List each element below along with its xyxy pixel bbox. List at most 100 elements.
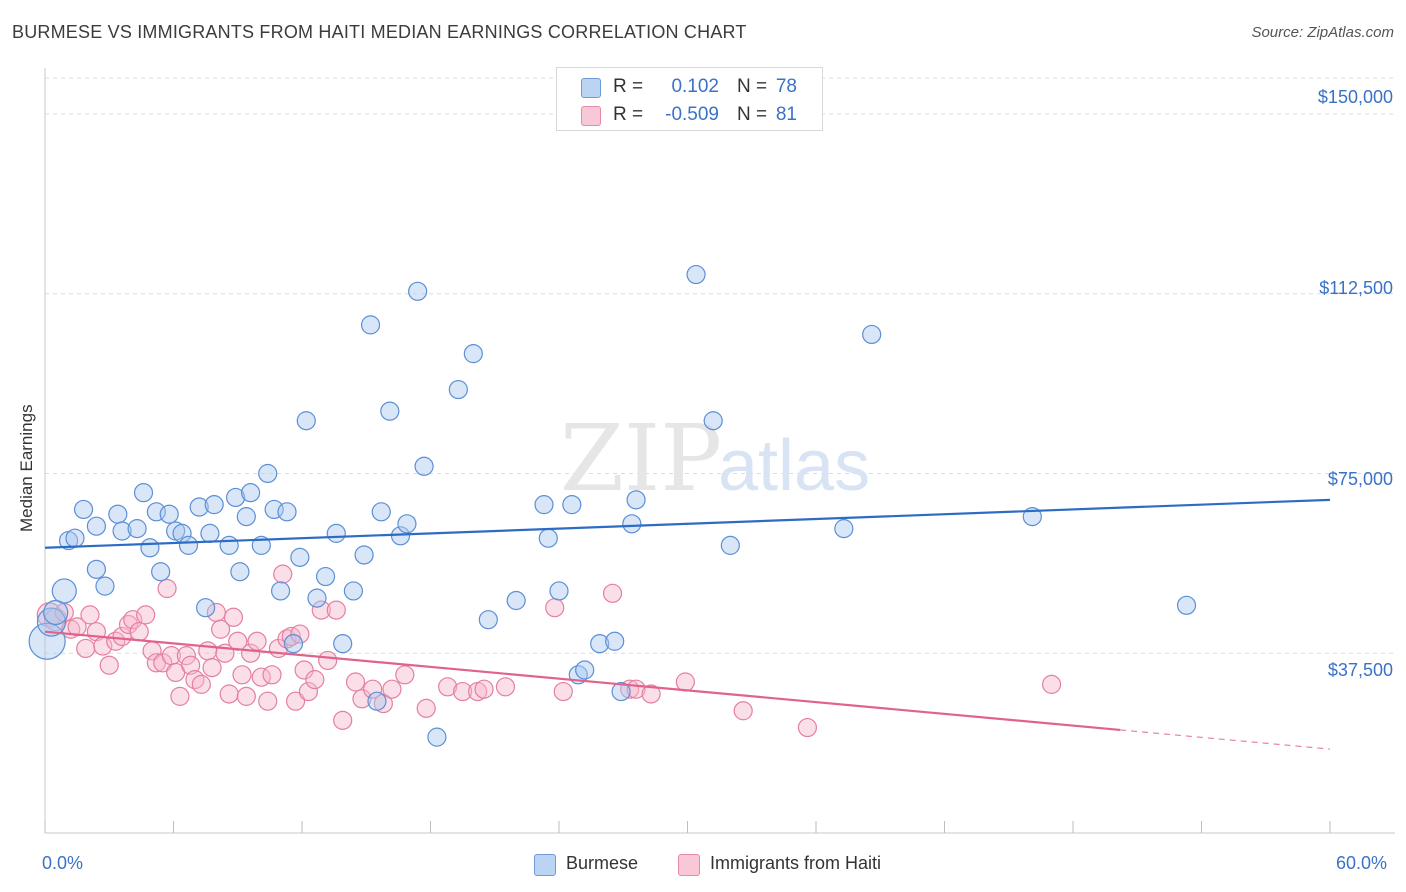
point-haiti-9 xyxy=(99,655,119,675)
point-haiti-35 xyxy=(232,665,252,685)
point-burmese-57 xyxy=(534,495,554,515)
point-burmese-53 xyxy=(448,379,468,400)
point-burmese-36 xyxy=(290,547,310,567)
point-burmese-54 xyxy=(463,344,483,364)
chart-source: Source: ZipAtlas.com xyxy=(1251,24,1394,41)
x-tick-label-max: 60.0% xyxy=(1336,853,1388,873)
legend-stats-row-burmese: R = 0.102 N = 78 xyxy=(557,72,822,102)
point-burmese-23 xyxy=(200,523,220,543)
point-burmese-56 xyxy=(506,590,526,611)
legend-n-label: N = xyxy=(737,76,768,97)
point-haiti-49 xyxy=(298,681,319,702)
point-haiti-26 xyxy=(191,674,211,694)
point-haiti-19 xyxy=(157,578,177,599)
point-burmese-17 xyxy=(159,504,179,524)
point-burmese-13 xyxy=(133,483,154,503)
legend-stats-row-haiti: R = -0.509 N = 81 xyxy=(557,100,822,130)
point-haiti-4 xyxy=(67,617,87,637)
point-haiti-65 xyxy=(474,679,494,699)
x-tick-label-min: 0.0% xyxy=(42,853,84,873)
point-haiti-14 xyxy=(129,622,149,642)
point-haiti-73 xyxy=(675,672,695,692)
point-haiti-41 xyxy=(262,665,282,685)
point-haiti-33 xyxy=(223,607,244,627)
point-haiti-32 xyxy=(219,684,239,704)
point-haiti-37 xyxy=(241,643,261,663)
point-haiti-51 xyxy=(311,600,331,620)
point-burmese-44 xyxy=(360,315,381,335)
point-haiti-48 xyxy=(294,660,314,680)
point-haiti-23 xyxy=(176,646,196,666)
point-burmese-67 xyxy=(626,490,646,510)
legend-n-label: N = xyxy=(737,104,768,125)
point-burmese-24 xyxy=(204,495,224,515)
point-burmese-20 xyxy=(178,535,199,555)
point-burmese-46 xyxy=(371,502,391,522)
legend-n-value: 78 xyxy=(775,76,797,97)
point-haiti-6 xyxy=(80,605,100,625)
point-haiti-52 xyxy=(318,650,338,671)
point-burmese-52 xyxy=(427,727,447,747)
legend-n-value: 81 xyxy=(775,104,797,125)
point-burmese-14 xyxy=(140,538,160,558)
point-burmese-58 xyxy=(538,528,558,548)
point-burmese-22 xyxy=(196,598,216,618)
point-burmese-55 xyxy=(478,610,498,630)
point-burmese-9 xyxy=(95,576,115,596)
point-haiti-67 xyxy=(545,598,565,618)
point-burmese-33 xyxy=(270,581,291,601)
point-burmese-68 xyxy=(686,264,706,285)
series-burmese-points xyxy=(28,264,1197,747)
point-burmese-59 xyxy=(549,581,569,601)
point-burmese-12 xyxy=(127,519,147,539)
point-burmese-29 xyxy=(241,483,261,503)
point-burmese-70 xyxy=(720,535,740,555)
point-burmese-34 xyxy=(277,502,297,522)
point-haiti-59 xyxy=(382,679,402,699)
point-burmese-41 xyxy=(333,634,353,654)
trend-line-burmese xyxy=(44,498,1331,549)
point-haiti-38 xyxy=(247,631,267,651)
point-haiti-62 xyxy=(438,677,458,697)
point-burmese-10 xyxy=(108,504,128,524)
legend-r-label: R = xyxy=(613,104,644,125)
point-burmese-63 xyxy=(590,634,610,654)
point-burmese-43 xyxy=(354,545,374,565)
axis-layer xyxy=(44,68,1395,834)
legend-r-value: 0.102 xyxy=(671,76,719,97)
point-burmese-74 xyxy=(1176,595,1197,615)
point-haiti-5 xyxy=(76,638,96,659)
point-haiti-30 xyxy=(211,619,231,639)
point-burmese-71 xyxy=(834,519,854,539)
point-burmese-37 xyxy=(296,411,316,431)
watermark-atlas: atlas xyxy=(718,426,870,506)
point-haiti-61 xyxy=(416,698,436,718)
point-haiti-75 xyxy=(797,717,818,738)
trend-lines xyxy=(44,498,1331,750)
watermark: ZIP atlas xyxy=(560,405,870,512)
point-burmese-50 xyxy=(408,281,428,301)
point-haiti-47 xyxy=(290,624,310,644)
legend-swatch-haiti xyxy=(581,106,601,126)
point-burmese-42 xyxy=(343,581,363,601)
point-burmese-5 xyxy=(65,528,85,548)
point-burmese-3 xyxy=(51,578,77,604)
point-burmese-69 xyxy=(703,411,723,431)
legend-swatch-haiti xyxy=(678,854,700,876)
y-axis-title: Median Earnings xyxy=(17,404,36,532)
point-haiti-50 xyxy=(305,670,325,690)
point-haiti-76 xyxy=(1041,674,1062,694)
point-burmese-47 xyxy=(380,401,400,421)
point-haiti-40 xyxy=(258,691,278,711)
point-haiti-27 xyxy=(198,641,218,661)
legend-label-haiti: Immigrants from Haiti xyxy=(710,853,882,873)
point-haiti-74 xyxy=(733,701,753,721)
trend-line-haiti xyxy=(44,630,1121,732)
point-haiti-72 xyxy=(641,684,661,704)
legend-series: Burmese Immigrants from Haiti xyxy=(0,852,1406,878)
point-burmese-66 xyxy=(622,514,642,534)
point-burmese-40 xyxy=(326,523,346,543)
point-burmese-31 xyxy=(258,463,278,484)
y-tick-label-112500: $112,500 xyxy=(1319,278,1393,298)
